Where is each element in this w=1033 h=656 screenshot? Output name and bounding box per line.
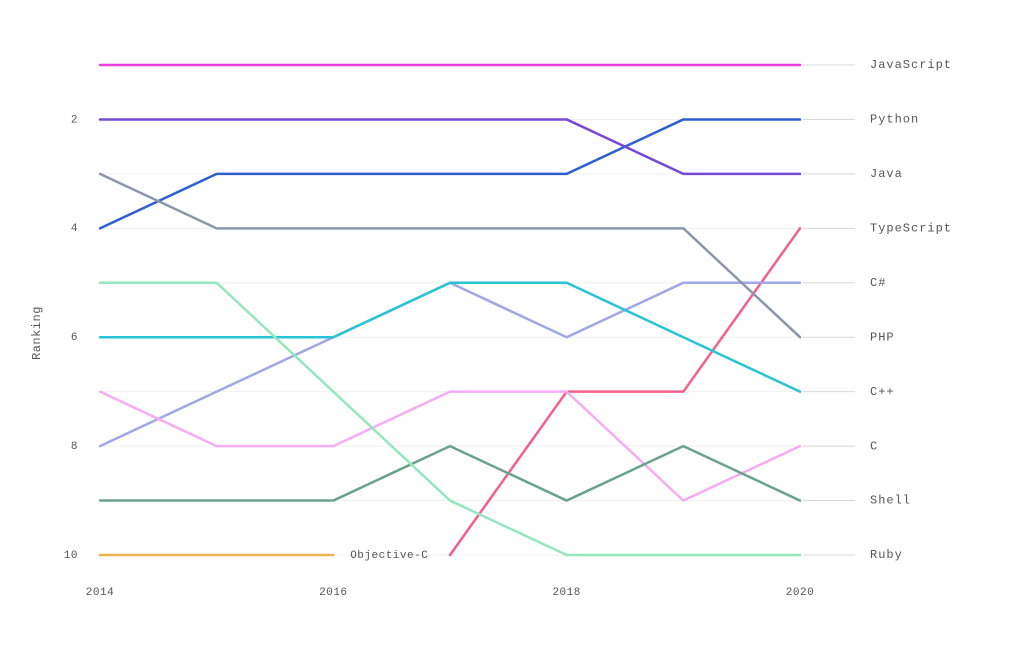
y-tick-label: 2 (71, 114, 78, 126)
x-tick-label: 2020 (786, 587, 814, 599)
series-line-ruby (100, 283, 800, 555)
series-line-c- (100, 283, 800, 446)
series-label-javascript: JavaScript (870, 58, 952, 72)
series-label-c-: C# (870, 276, 886, 290)
series-label-ruby: Ruby (870, 548, 903, 562)
series-label-c: C (870, 439, 878, 453)
series-label-python: Python (870, 113, 919, 127)
x-tick-label: 2018 (552, 587, 580, 599)
series-line-shell (100, 446, 800, 500)
x-tick-label: 2014 (86, 587, 114, 599)
ranking-chart: Ranking 2468102014201620182020JavaScript… (0, 0, 1033, 656)
series-label-java: Java (870, 167, 903, 181)
y-tick-label: 10 (64, 550, 78, 562)
series-label-php: PHP (870, 330, 895, 344)
series-label-c-: C++ (870, 385, 895, 399)
series-label-typescript: TypeScript (870, 222, 952, 236)
series-line-php (100, 174, 800, 337)
y-tick-label: 6 (71, 332, 78, 344)
series-label-shell: Shell (870, 494, 911, 508)
series-inline-label-objective-c: Objective-C (350, 550, 428, 562)
x-tick-label: 2016 (319, 587, 347, 599)
series-line-java (100, 119, 800, 173)
chart-svg: 2 4 6 8 10 2014 2016 2018 2020 JavaScript Python Ja… (0, 0, 1033, 656)
y-tick-label: 8 (71, 441, 78, 453)
y-tick-label: 4 (71, 223, 78, 235)
